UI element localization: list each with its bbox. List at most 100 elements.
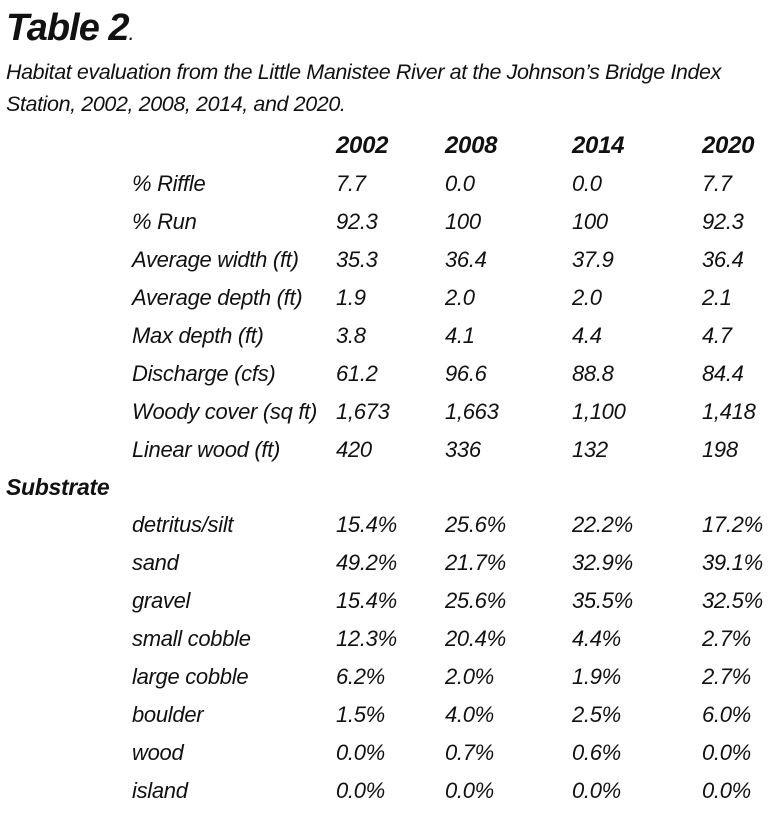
table-cell: 96.6 — [445, 361, 487, 386]
table-cell: 0.6% — [572, 740, 621, 765]
row-label: Discharge (cfs) — [132, 361, 276, 386]
table-row: sand 49.2% 21.7% 32.9% 39.1% — [0, 544, 768, 582]
table-cell: 39.1% — [702, 550, 763, 575]
table-row: small cobble 12.3% 20.4% 4.4% 2.7% — [0, 620, 768, 658]
table-cell: 1,418 — [702, 399, 756, 424]
row-label: wood — [132, 740, 184, 765]
table-caption: Habitat evaluation from the Little Manis… — [6, 60, 721, 116]
table-cell: 15.4% — [336, 588, 397, 613]
table-cell: 6.2% — [336, 664, 385, 689]
row-label: % Riffle — [132, 171, 206, 196]
table-row: Woody cover (sq ft) 1,673 1,663 1,100 1,… — [0, 393, 768, 431]
table-cell: 25.6% — [445, 512, 506, 537]
table-cell: 32.5% — [702, 588, 763, 613]
table-cell: 17.2% — [702, 512, 763, 537]
table-cell: 2.0% — [445, 664, 494, 689]
table-title-suffix: . — [128, 20, 135, 45]
table-cell: 92.3 — [702, 209, 744, 234]
column-header-2002: 2002 — [336, 132, 389, 159]
row-label: sand — [132, 550, 179, 575]
table-cell: 132 — [572, 437, 608, 462]
row-label: % Run — [132, 209, 197, 234]
column-header-2008: 2008 — [445, 132, 498, 159]
row-label: detritus/silt — [132, 512, 234, 537]
table-cell: 37.9 — [572, 247, 614, 272]
table-cell: 1.9 — [336, 285, 366, 310]
table-cell: 2.7% — [702, 664, 751, 689]
table-cell: 336 — [445, 437, 481, 462]
table-cell: 2.0 — [572, 285, 602, 310]
substrate-section-label: Substrate — [6, 474, 110, 500]
table-row: % Run 92.3 100 100 92.3 — [0, 203, 768, 241]
table-row: Average depth (ft) 1.9 2.0 2.0 2.1 — [0, 279, 768, 317]
table-cell: 15.4% — [336, 512, 397, 537]
row-label: Woody cover (sq ft) — [132, 399, 318, 424]
table-cell: 36.4 — [702, 247, 744, 272]
table-cell: 21.7% — [445, 550, 506, 575]
row-label: gravel — [132, 588, 191, 613]
table-cell: 2.5% — [572, 702, 621, 727]
table-cell: 0.0 — [445, 171, 475, 196]
table-row: Average width (ft) 35.3 36.4 37.9 36.4 — [0, 241, 768, 279]
table-row: boulder 1.5% 4.0% 2.5% 6.0% — [0, 696, 768, 734]
table-cell: 25.6% — [445, 588, 506, 613]
table-cell: 2.7% — [702, 626, 751, 651]
table-cell: 7.7 — [336, 171, 366, 196]
table-cell: 2.0 — [445, 285, 475, 310]
row-label: island — [132, 778, 188, 803]
table-cell: 4.4% — [572, 626, 621, 651]
row-label: Average width (ft) — [132, 247, 299, 272]
table-cell: 35.3 — [336, 247, 378, 272]
table-row: wood 0.0% 0.7% 0.6% 0.0% — [0, 734, 768, 772]
column-header-2014: 2014 — [572, 132, 625, 159]
table-cell: 1.9% — [572, 664, 621, 689]
table-cell: 4.4 — [572, 323, 602, 348]
table-cell: 6.0% — [702, 702, 751, 727]
table-cell: 0.0% — [336, 740, 385, 765]
table-cell: 36.4 — [445, 247, 487, 272]
table-row: % Riffle 7.7 0.0 0.0 7.7 — [0, 165, 768, 203]
table-cell: 1.5% — [336, 702, 385, 727]
table-cell: 2.1 — [702, 285, 732, 310]
table-cell: 0.0% — [572, 778, 621, 803]
row-label: Average depth (ft) — [132, 285, 303, 310]
table-cell: 32.9% — [572, 550, 633, 575]
table-cell: 20.4% — [445, 626, 506, 651]
row-label: large cobble — [132, 664, 249, 689]
table-title: Table 2. — [6, 4, 135, 57]
table-row: gravel 15.4% 25.6% 35.5% 32.5% — [0, 582, 768, 620]
table-title-text: Table 2 — [6, 7, 130, 49]
table-cell: 100 — [572, 209, 608, 234]
table-row: large cobble 6.2% 2.0% 1.9% 2.7% — [0, 658, 768, 696]
table-cell: 0.0% — [336, 778, 385, 803]
row-label: small cobble — [132, 626, 251, 651]
table-cell: 12.3% — [336, 626, 397, 651]
table-header-row: 2002 2008 2014 2020 — [0, 127, 768, 165]
table-cell: 35.5% — [572, 588, 633, 613]
table-cell: 1,673 — [336, 399, 390, 424]
table-cell: 100 — [445, 209, 481, 234]
table-cell: 92.3 — [336, 209, 378, 234]
table-cell: 84.4 — [702, 361, 744, 386]
table-row: island 0.0% 0.0% 0.0% 0.0% — [0, 772, 768, 810]
table-cell: 198 — [702, 437, 738, 462]
table-cell: 4.0% — [445, 702, 494, 727]
table-cell: 0.7% — [445, 740, 494, 765]
table-cell: 1,100 — [572, 399, 626, 424]
table-row: Linear wood (ft) 420 336 132 198 — [0, 431, 768, 469]
table-cell: 0.0% — [702, 778, 751, 803]
table-cell: 420 — [336, 437, 372, 462]
table-cell: 0.0 — [572, 171, 602, 196]
row-label: Max depth (ft) — [132, 323, 264, 348]
table-cell: 88.8 — [572, 361, 614, 386]
table-cell: 49.2% — [336, 550, 397, 575]
table-cell: 7.7 — [702, 171, 732, 196]
table-cell: 4.7 — [702, 323, 732, 348]
row-label: boulder — [132, 702, 204, 727]
table-row: Max depth (ft) 3.8 4.1 4.4 4.7 — [0, 317, 768, 355]
row-label: Linear wood (ft) — [132, 437, 281, 462]
table-row: Discharge (cfs) 61.2 96.6 88.8 84.4 — [0, 355, 768, 393]
table-row: detritus/silt 15.4% 25.6% 22.2% 17.2% — [0, 506, 768, 544]
table-cell: 0.0% — [445, 778, 494, 803]
